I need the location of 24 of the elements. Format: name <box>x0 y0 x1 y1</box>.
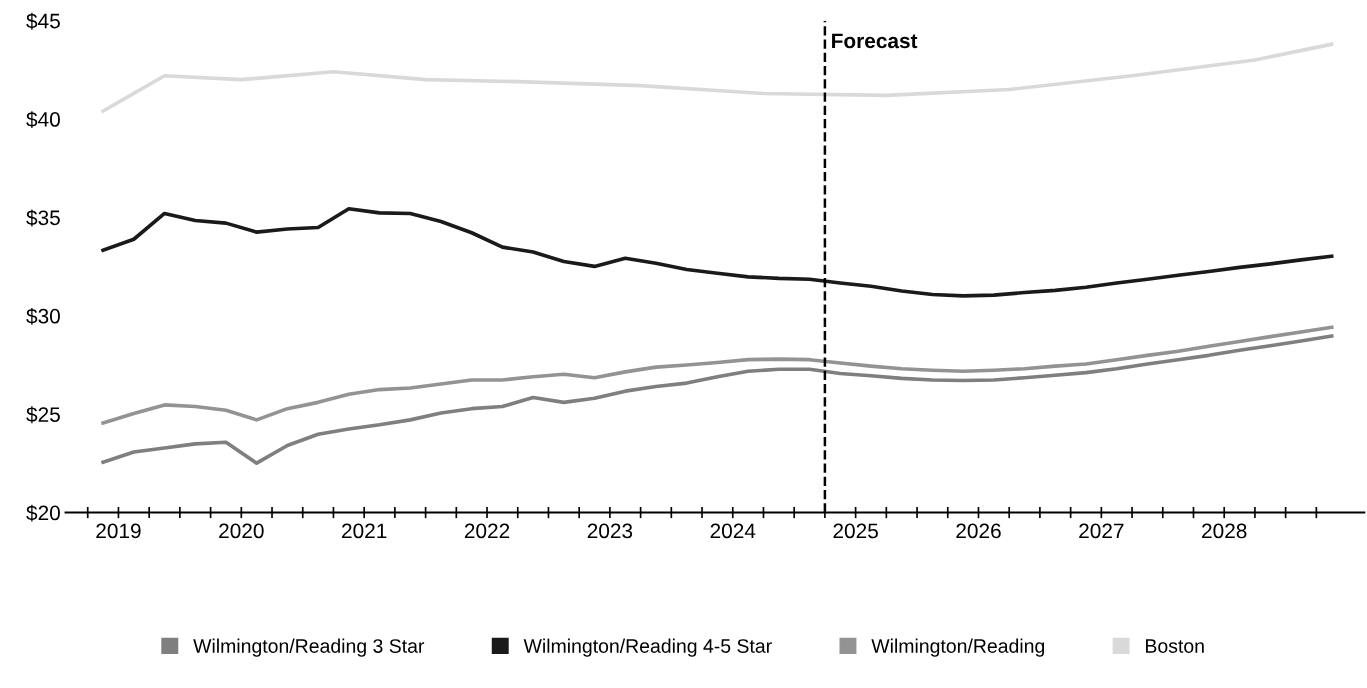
legend-label: Wilmington/Reading <box>871 638 1045 657</box>
line-series <box>101 206 1334 298</box>
y-tick-label: $45 <box>26 12 60 30</box>
x-tick-label: 2027 <box>1079 523 1124 539</box>
x-tick-label: 2020 <box>219 523 264 539</box>
y-tick-label: $20 <box>26 504 60 522</box>
x-tick-label: 2024 <box>710 523 756 539</box>
legend-label: Boston <box>1146 639 1204 653</box>
x-tick-label: 2023 <box>587 523 633 539</box>
legend-label: Wilmington/Reading 4-5 Star <box>523 638 772 657</box>
x-tick-label: 2026 <box>956 523 1001 539</box>
ref-line-label: Forecast <box>832 33 918 49</box>
x-tick-label: 2025 <box>833 523 878 539</box>
x-tick-label: 2019 <box>96 523 141 539</box>
line-series <box>101 334 1334 465</box>
y-tick-label: $40 <box>26 111 60 129</box>
y-tick-label: $25 <box>26 406 60 424</box>
y-tick-label: $35 <box>26 209 60 227</box>
legend-label: Wilmington/Reading 3 Star <box>193 638 425 657</box>
y-tick-label: $30 <box>26 307 60 325</box>
x-tick-label: 2028 <box>1202 523 1247 539</box>
line-series <box>101 325 1334 425</box>
x-tick-label: 2021 <box>342 523 387 539</box>
x-tick-label: 2022 <box>464 523 510 539</box>
